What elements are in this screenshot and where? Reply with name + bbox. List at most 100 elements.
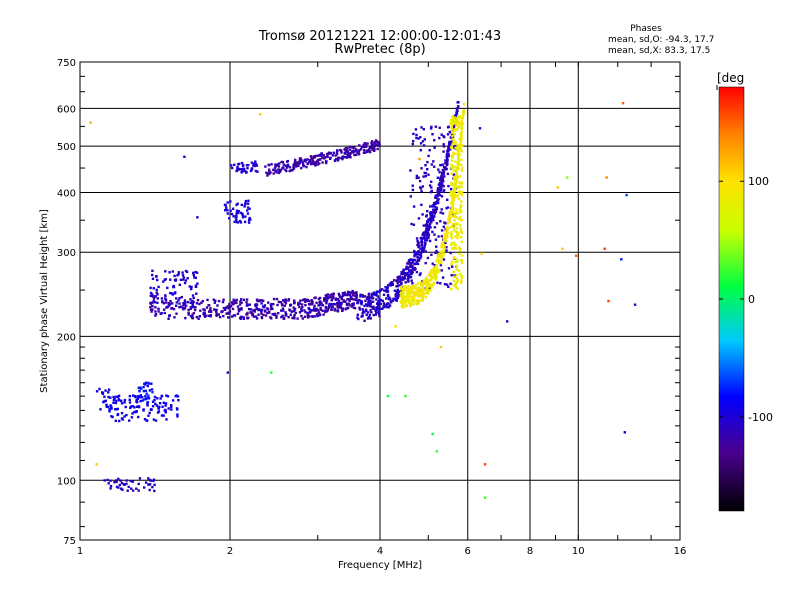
- o-trace-point: [391, 299, 395, 302]
- upper-echo-point: [264, 165, 267, 168]
- x-trace-point: [417, 286, 421, 289]
- o-trace-point: [446, 126, 450, 129]
- ground-echo-point: [120, 481, 124, 485]
- o-trace-point: [328, 296, 331, 299]
- o-trace-point: [426, 231, 430, 235]
- o-trace-point: [412, 258, 415, 261]
- o-trace-point: [370, 311, 373, 314]
- x-trace-point: [452, 270, 455, 274]
- upper-echo-point: [244, 215, 247, 218]
- upper-echo-point: [348, 145, 352, 148]
- x-trace-point: [402, 293, 405, 296]
- o-trace-point: [427, 228, 431, 231]
- o-trace-point: [424, 250, 427, 253]
- upper-echo-point: [241, 216, 245, 219]
- x-trace-point: [402, 300, 405, 303]
- upper-echo-point: [348, 152, 352, 155]
- o-trace-point: [440, 195, 444, 198]
- e-layer-point: [142, 409, 145, 412]
- x-trace-point: [462, 102, 466, 106]
- o-trace-point: [246, 311, 249, 315]
- e-layer-point: [128, 401, 132, 404]
- o-trace-point: [389, 299, 392, 303]
- upper-echo-point: [297, 164, 300, 167]
- e-layer-point: [98, 387, 101, 391]
- x-trace-point: [451, 208, 455, 211]
- e-layer-point: [159, 397, 162, 400]
- e-layer-point: [142, 385, 145, 389]
- x-trace-point: [426, 285, 430, 289]
- o-trace-point: [355, 291, 358, 294]
- x-trace-point: [459, 227, 462, 230]
- upper-echo-point: [348, 148, 352, 151]
- o-trace-point: [154, 313, 158, 316]
- o-trace-point: [433, 139, 436, 142]
- x-trace-point: [424, 295, 427, 299]
- o-trace-point: [420, 247, 424, 250]
- upper-echo-point: [226, 209, 229, 212]
- upper-echo-point: [329, 156, 332, 159]
- o-trace-point: [445, 246, 448, 249]
- o-trace-point: [399, 278, 402, 281]
- o-trace-point: [183, 303, 186, 306]
- x-trace-point: [455, 195, 458, 198]
- o-trace-point: [252, 309, 255, 312]
- o-trace-point: [379, 288, 383, 292]
- o-trace-point: [409, 276, 413, 279]
- ground-echo-point: [153, 483, 156, 486]
- upper-echo-point: [292, 166, 295, 169]
- o-trace-point: [280, 304, 284, 307]
- o-trace-point: [404, 281, 407, 284]
- o-trace-point: [372, 313, 375, 317]
- upper-echo-point: [318, 158, 322, 161]
- o-trace-point: [162, 302, 165, 305]
- x-trace-point: [440, 245, 443, 249]
- x-trace-point: [411, 285, 414, 288]
- x-trace-point: [402, 285, 406, 288]
- ground-echo-point: [119, 479, 122, 482]
- x-tick-label: 8: [527, 546, 533, 557]
- o-trace-point: [328, 304, 331, 307]
- o-trace-point: [320, 302, 323, 305]
- x-trace-point: [437, 268, 441, 271]
- upper-echo-point: [329, 151, 332, 155]
- upper-echo-point: [318, 162, 321, 165]
- o-trace-point: [257, 313, 260, 316]
- upper-echo-point: [309, 155, 313, 158]
- o-trace-point: [423, 245, 426, 248]
- o-trace-point: [450, 274, 453, 277]
- upper-echo-point: [347, 154, 350, 157]
- o-trace-point: [429, 213, 432, 217]
- o-trace-point: [281, 309, 285, 312]
- o-trace-point: [441, 176, 444, 180]
- x-trace-point: [458, 185, 461, 188]
- o-trace-point: [151, 304, 154, 308]
- o-trace-point: [341, 308, 344, 312]
- o-trace-point: [434, 194, 438, 197]
- o-trace-point: [371, 300, 375, 303]
- o-trace-point: [424, 233, 427, 236]
- x-trace-point: [451, 130, 454, 133]
- o-trace-point: [388, 282, 392, 285]
- x-trace-point: [454, 222, 458, 225]
- o-trace-point: [419, 149, 422, 152]
- upper-echo-point: [238, 219, 242, 223]
- y-tick-label: 300: [57, 248, 76, 259]
- o-trace-point: [449, 251, 452, 255]
- o-trace-point: [314, 296, 317, 299]
- e-layer-point: [162, 414, 165, 417]
- o-trace-point: [419, 136, 422, 139]
- o-trace-point: [420, 203, 423, 206]
- o-trace-point: [436, 176, 440, 179]
- x-trace-point: [451, 193, 454, 196]
- o-trace-point: [448, 142, 451, 145]
- x-trace-point: [408, 301, 411, 305]
- e-layer-point: [147, 414, 150, 417]
- o-trace-point: [151, 277, 155, 280]
- x-trace-point: [450, 260, 454, 263]
- e-layer-point: [147, 394, 150, 397]
- e-layer-point: [128, 398, 131, 401]
- o-trace-point: [254, 315, 258, 318]
- ground-echo-point: [131, 489, 135, 492]
- o-trace-point: [417, 258, 421, 261]
